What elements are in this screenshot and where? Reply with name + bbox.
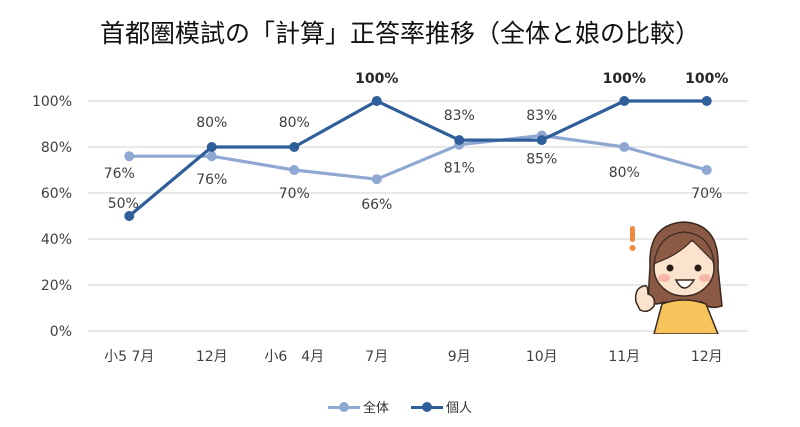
data-point[interactable] <box>206 151 217 162</box>
data-label: 100% <box>603 71 646 87</box>
y-tick-label: 20% <box>41 278 72 294</box>
legend-swatch-overall-icon <box>327 401 360 413</box>
x-tick-label: 9月 <box>448 349 471 365</box>
data-label: 66% <box>361 197 392 213</box>
data-label: 70% <box>691 186 722 202</box>
data-point[interactable] <box>124 151 135 162</box>
x-tick-label: 10月 <box>526 349 558 365</box>
data-point[interactable] <box>289 165 300 175</box>
data-label: 100% <box>685 71 728 87</box>
data-label: 83% <box>526 108 557 124</box>
data-label: 80% <box>196 115 227 131</box>
y-tick-label: 60% <box>41 186 72 202</box>
data-point[interactable] <box>371 96 382 106</box>
data-point[interactable] <box>206 142 217 152</box>
data-label: 76% <box>196 172 227 188</box>
data-point[interactable] <box>701 96 712 106</box>
data-label: 76% <box>104 166 135 182</box>
y-tick-label: 40% <box>41 232 72 248</box>
data-point[interactable] <box>619 96 630 106</box>
chart-title: 首都圏模試の「計算」正答率推移（全体と娘の比較） <box>99 19 700 48</box>
x-tick-label: 12月 <box>691 349 723 365</box>
x-tick-label: 7月 <box>365 349 388 365</box>
data-label: 100% <box>355 71 398 87</box>
legend-swatch-individual-icon <box>411 401 443 413</box>
data-label: 83% <box>444 108 475 124</box>
chart-legend: 全体 個人 <box>0 397 800 416</box>
data-point[interactable] <box>289 142 300 152</box>
data-label: 81% <box>444 161 475 177</box>
legend-label-individual: 個人 <box>446 401 473 416</box>
data-point[interactable] <box>619 142 630 152</box>
x-tick-label: 12月 <box>196 349 228 365</box>
girl-illustration <box>629 221 723 334</box>
x-tick-label: 小5 7月 <box>104 349 154 365</box>
legend-item-overall[interactable]: 全体 <box>327 397 389 416</box>
data-label: 80% <box>279 115 310 131</box>
x-tick-label: 11月 <box>608 349 640 365</box>
legend-item-individual[interactable]: 個人 <box>411 397 472 416</box>
data-point[interactable] <box>536 135 547 146</box>
y-tick-label: 0% <box>50 324 72 340</box>
data-label: 80% <box>609 165 640 181</box>
data-point[interactable] <box>371 174 382 185</box>
data-label: 50% <box>108 196 139 212</box>
data-label: 70% <box>279 186 310 202</box>
data-point[interactable] <box>454 135 465 146</box>
exclamation-icon <box>629 226 636 251</box>
y-tick-label: 80% <box>41 140 72 156</box>
data-point[interactable] <box>124 211 135 221</box>
series-line-individual <box>128 99 707 218</box>
y-tick-label: 100% <box>32 94 72 110</box>
x-tick-label: 小6 4月 <box>264 349 324 365</box>
legend-label-overall: 全体 <box>362 401 389 416</box>
data-point[interactable] <box>701 165 712 175</box>
series-line-overall <box>129 133 708 181</box>
data-label: 85% <box>526 152 557 168</box>
